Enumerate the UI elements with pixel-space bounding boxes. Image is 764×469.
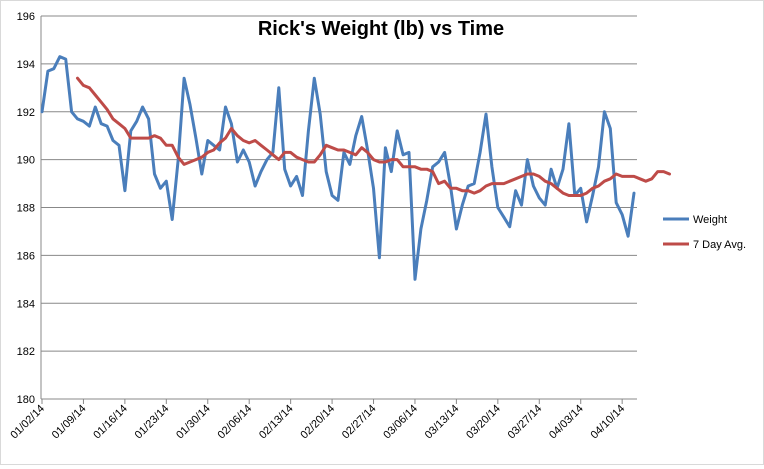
x-tick-label: 01/16/14 [91, 403, 130, 442]
x-tick-label: 02/27/14 [340, 403, 379, 442]
series-lines [40, 55, 671, 281]
y-tick-label: 190 [17, 155, 35, 167]
y-tick-label: 188 [17, 203, 35, 215]
x-tick-label: 01/30/14 [174, 403, 213, 442]
y-tick-label: 192 [17, 107, 35, 119]
y-tick-label: 186 [17, 250, 35, 262]
x-tick-label: 01/02/14 [8, 403, 47, 442]
y-tick-label: 196 [17, 11, 35, 23]
x-tick-label: 04/10/14 [589, 403, 628, 442]
x-tick-label: 01/23/14 [133, 403, 172, 442]
axes: 180 182 184 186 188 190 192 194 196 01/02/14 01/09… [8, 11, 637, 441]
x-tick-label: 03/06/14 [381, 403, 420, 442]
x-tick-label: 03/20/14 [464, 403, 503, 442]
x-tick-label: 02/06/14 [216, 403, 255, 442]
series-weight-line [40, 55, 636, 281]
x-tick-label: 02/13/14 [257, 403, 296, 442]
x-tick-label: 04/03/14 [547, 403, 586, 442]
legend: Weight 7 Day Avg. [663, 214, 746, 251]
series-7-day-avg-line [76, 76, 671, 197]
x-tick-label: 03/27/14 [506, 403, 545, 442]
y-tick-label: 194 [17, 59, 35, 71]
y-tick-label: 180 [17, 394, 35, 406]
gridlines [41, 15, 637, 400]
chart-title: Rick's Weight (lb) vs Time [258, 18, 504, 40]
x-tick-label: 01/09/14 [50, 403, 89, 442]
x-tick-label: 03/13/14 [423, 403, 462, 442]
legend-label: 7 Day Avg. [693, 239, 746, 251]
x-tick-label: 02/20/14 [298, 403, 337, 442]
y-tick-label: 182 [17, 346, 35, 358]
legend-label: Weight [693, 214, 727, 226]
y-tick-label: 184 [17, 298, 35, 310]
